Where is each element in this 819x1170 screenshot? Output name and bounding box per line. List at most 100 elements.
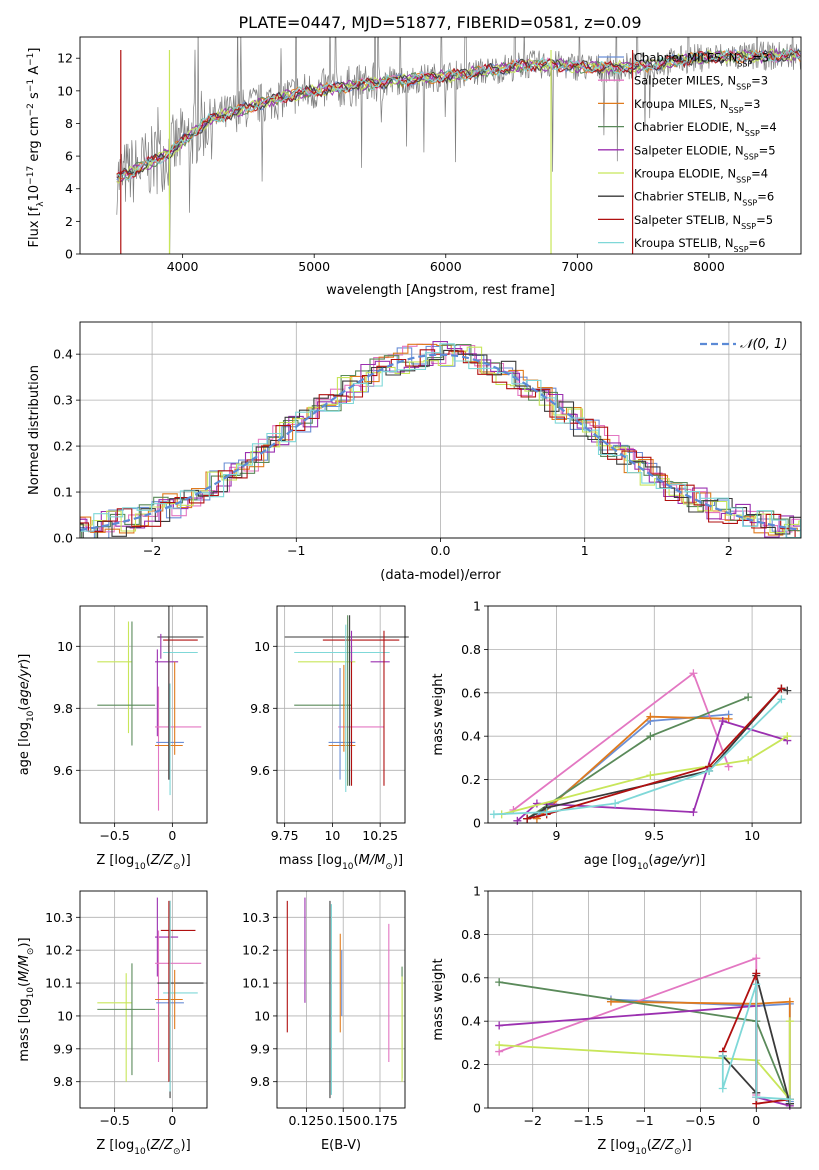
legend-sub: SSP — [736, 175, 751, 184]
x-tick-label: −1 — [287, 543, 305, 558]
legend-label: Chabrier ELODIE, NSSP=4 — [634, 120, 777, 138]
y-tick-label: 10.1 — [45, 976, 73, 991]
x-tick-label: −0.5 — [685, 1113, 715, 1128]
plot-area — [488, 606, 801, 823]
label-part: ⊙ — [385, 862, 393, 872]
series-marker-kroupa_elodie — [646, 771, 655, 780]
y-tick-label: 2 — [65, 214, 73, 229]
label-part: )] — [17, 654, 32, 664]
label-part: s — [27, 92, 42, 103]
series-marker-kroupa_miles — [724, 714, 733, 723]
label-part: 10 — [26, 987, 36, 999]
series-marker-kroupa_stelib — [752, 1093, 761, 1102]
label-part: ( — [146, 853, 151, 868]
x-tick-label: 8000 — [693, 259, 725, 274]
series-line-kroupa_elodie — [501, 735, 788, 816]
legend-label: Kroupa MILES, NSSP=3 — [634, 97, 760, 115]
x-tick-label: 9.75 — [271, 828, 299, 843]
series-marker-kroupa_miles — [646, 712, 655, 721]
y-tick-label: 0 — [473, 816, 481, 831]
y-tick-label: 6 — [65, 149, 73, 164]
series-marker-salpeter_miles — [752, 954, 761, 963]
label-part: ( — [146, 1138, 151, 1153]
series-marker-chabrier_elodie — [495, 978, 504, 987]
x-tick-label: 0.0 — [431, 543, 451, 558]
x-tick-label: 4000 — [167, 259, 199, 274]
legend-label: Chabrier STELIB, NSSP=6 — [634, 190, 774, 208]
label-part: −17 — [26, 166, 36, 185]
x-tick-label: 0 — [752, 1113, 760, 1128]
series-marker-salpeter_elodie — [718, 717, 727, 726]
model-spectrum-chabrier_elodie — [116, 47, 801, 183]
y-tick-label: 0.1 — [53, 485, 73, 500]
y-tick-label: 9.9 — [53, 1041, 73, 1056]
x-tick-label: 6000 — [430, 259, 462, 274]
series-marker-salpeter_elodie — [513, 816, 522, 825]
series-marker-kroupa_elodie — [744, 756, 753, 765]
x-tick-label: −2 — [143, 543, 161, 558]
residuals-panel: −2 −1 0.0 1 2 0.0 0.1 0.2 0.3 0.4 (data-model)/err… — [27, 321, 802, 583]
y-tick-label: 12 — [57, 51, 73, 66]
y-tick-label: 10 — [57, 639, 73, 654]
x-tick-label: 0 — [168, 1113, 176, 1128]
axes-frame — [79, 605, 208, 824]
legend-text: =6 — [757, 190, 774, 204]
label-part: A — [27, 66, 42, 79]
legend-text: =6 — [749, 236, 766, 250]
y-tick-label: 8 — [65, 116, 73, 131]
label-part: 10 — [27, 185, 42, 202]
legend-text: Kroupa MILES, N — [634, 97, 729, 111]
legend-label: 𝒩(0, 1) — [740, 337, 787, 352]
legend-text: Salpeter ELODIE, N — [634, 143, 744, 157]
legend-text: Chabrier MILES, N — [634, 51, 737, 65]
label-part: age/yr — [17, 662, 32, 705]
series-marker-kroupa_stelib — [705, 766, 714, 775]
legend-text: Salpeter STELIB, N — [634, 213, 741, 227]
label-part: 10 — [635, 1147, 647, 1157]
legend-sub: SSP — [741, 221, 756, 230]
label-part: ( — [354, 853, 359, 868]
x-tick-label: 9 — [552, 828, 560, 843]
label-part: 10 — [26, 710, 36, 722]
legend-text: =3 — [751, 74, 768, 88]
y-tick-label: 1 — [473, 599, 481, 614]
series-marker-salpeter_stelib — [752, 969, 761, 978]
x-tick-label: 7000 — [561, 259, 593, 274]
label-part: Z [log — [597, 1138, 635, 1153]
label-part: ⊙ — [674, 1147, 682, 1157]
y-tick-label: 9.6 — [53, 763, 73, 778]
series-marker-kroupa_miles — [785, 997, 794, 1006]
legend-sub: SSP — [734, 245, 749, 254]
legend-text: =5 — [759, 143, 776, 157]
normal-curve — [80, 353, 801, 531]
y-tick-label: 9.8 — [53, 1074, 73, 1089]
y-axis-label: Normed distribution — [27, 365, 42, 495]
y-tick-label: 10 — [254, 1008, 270, 1023]
histogram-chabrier_elodie — [80, 343, 801, 538]
label-part: ] — [27, 48, 42, 53]
legend-sub: SSP — [744, 152, 759, 161]
y-tick-label: 9.9 — [250, 1041, 270, 1056]
y-tick-label: 0.0 — [53, 531, 73, 546]
observed-spectrum — [116, 37, 801, 254]
label-part: ( — [648, 853, 653, 868]
axes-frame — [79, 890, 208, 1109]
legend-label: Chabrier MILES, NSSP=3 — [634, 51, 769, 69]
x-tick-label: −1 — [635, 1113, 653, 1128]
label-part: )] — [181, 853, 191, 868]
axes-frame — [79, 321, 802, 539]
label-part: Z/Z — [150, 853, 174, 868]
legend-text: =4 — [751, 167, 768, 181]
spectrum-panel: 4000 5000 6000 7000 8000 0 2 4 6 8 10 12 wavelength … — [26, 36, 802, 298]
histogram-salpeter_elodie — [80, 341, 801, 538]
x-tick-label: 0 — [168, 828, 176, 843]
legend-sub: SSP — [742, 198, 757, 207]
plot-area — [277, 891, 405, 1108]
label-part: M/M — [359, 853, 386, 868]
legend-text: Kroupa ELODIE, N — [634, 167, 736, 181]
label-part: 10 — [637, 862, 649, 872]
series-marker-chabrier_elodie — [744, 693, 753, 702]
x-tick-label: 1 — [581, 543, 589, 558]
